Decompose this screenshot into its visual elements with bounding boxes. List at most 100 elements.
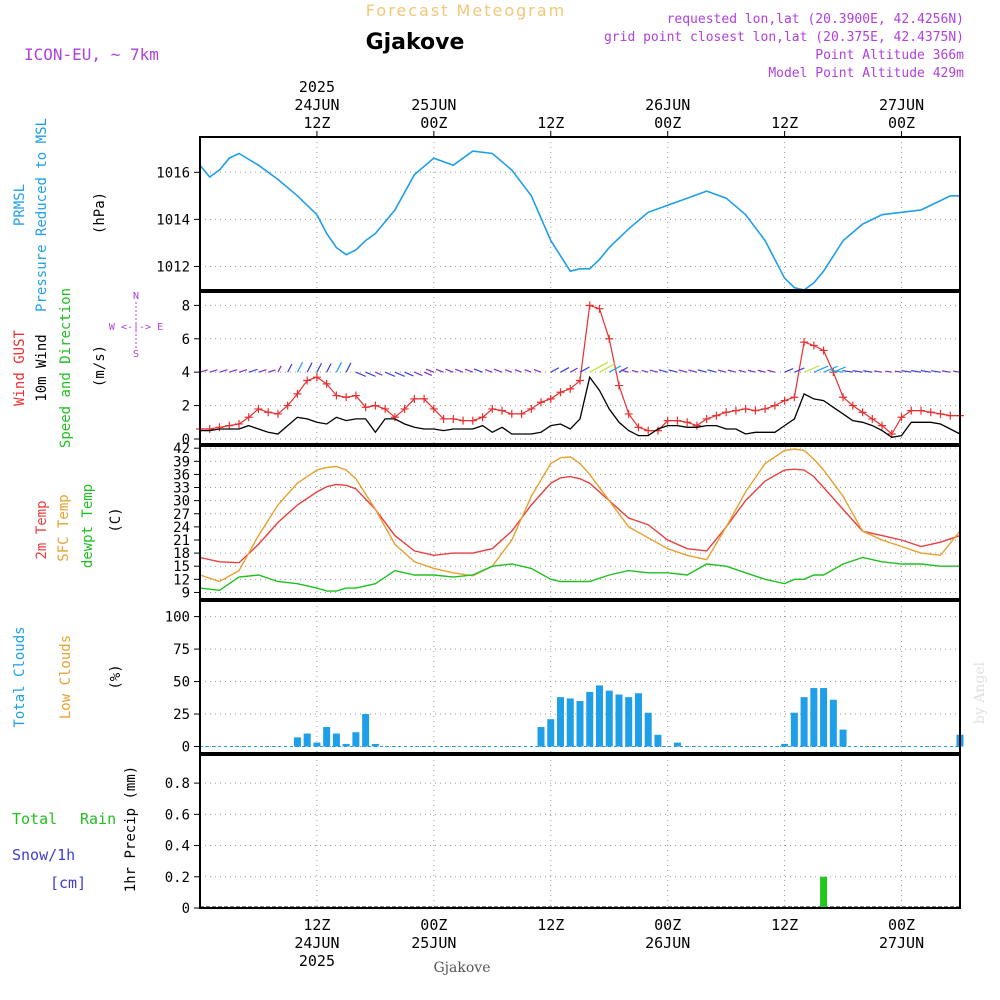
gust-point: [215, 423, 224, 432]
snow-label: Snow/1h: [12, 846, 75, 864]
gust-point: [488, 404, 497, 413]
wind-arrow: [493, 368, 503, 373]
wind-arrow: [697, 369, 707, 373]
gust-point: [722, 408, 731, 417]
wind-arrow: [620, 369, 629, 373]
gust-point: [225, 421, 234, 430]
gust-point: [205, 424, 214, 433]
wind-label: 10m Wind: [34, 334, 50, 401]
gust-point: [410, 394, 419, 403]
wind-ytick-label: 6: [182, 332, 190, 348]
wind-arrow: [599, 363, 616, 373]
wind-arrow: [678, 369, 688, 373]
wind-arrow: [394, 371, 406, 377]
gust-point: [342, 393, 351, 402]
bottom-time-label: 00Z: [420, 916, 447, 934]
gust-point: [605, 334, 614, 343]
pressure-label-a: PRMSL: [12, 184, 28, 226]
precip-ytick-label: 0.8: [165, 776, 190, 792]
wind-arrow: [345, 362, 352, 373]
wind-arrow: [831, 369, 844, 373]
wind-arrow: [852, 370, 863, 373]
gust-point: [556, 388, 565, 397]
wind-arrow: [296, 361, 304, 373]
gust-point: [527, 404, 536, 413]
wind-arrow: [894, 370, 902, 373]
gust-point: [829, 368, 838, 377]
gust-point: [614, 381, 623, 390]
wind-arrow: [727, 369, 737, 373]
wind-arrow: [738, 369, 746, 373]
wind-arrow: [641, 369, 649, 373]
wind-arrow: [784, 368, 794, 373]
precip-ytick-label: 0: [182, 901, 190, 917]
clouds-ytick-label: 25: [173, 707, 190, 723]
wind-arrow: [464, 368, 474, 373]
dewpt-label: dewpt Temp: [80, 484, 96, 568]
wind-arrow: [747, 369, 756, 373]
wind-arrow: [863, 370, 873, 373]
gust-point: [634, 423, 643, 432]
wind-arrow: [277, 365, 282, 373]
temperature-ytick-label: 12: [173, 572, 190, 588]
wind-arrow: [514, 369, 522, 373]
gust-point: [576, 376, 584, 385]
temperature-ytick-label: 36: [173, 467, 190, 483]
cloud-bar: [644, 712, 652, 747]
cloud-unit: (%): [108, 664, 124, 689]
model-altitude: Model Point Altitude 429m: [768, 66, 964, 81]
cloud-bar: [352, 732, 360, 747]
wind-arrow: [414, 371, 423, 377]
gust-point: [751, 406, 760, 415]
wind-arrow: [550, 367, 560, 373]
gust-point: [546, 394, 555, 403]
gust-point: [303, 376, 312, 385]
gust-point: [868, 414, 877, 423]
gust-line: [200, 304, 960, 435]
wind-arrow: [455, 368, 464, 373]
cloud-bar: [800, 697, 808, 747]
wind-arrow: [589, 361, 609, 373]
wind-arrow: [209, 369, 218, 373]
wind-ytick-label: 0: [182, 432, 190, 448]
cloud-bar: [313, 742, 321, 747]
gust-point: [566, 384, 575, 393]
gust-point: [420, 394, 429, 403]
wind-ytick-label: 4: [182, 365, 190, 381]
wind-arrow: [335, 361, 343, 373]
precip-frame: [199, 754, 961, 909]
temperature-frame: [199, 445, 961, 600]
wind-arrow: [668, 369, 678, 373]
wind-arrow: [268, 369, 276, 373]
pressure-frame: [199, 136, 961, 291]
wind-arrow: [533, 368, 542, 373]
wind-arrow: [813, 365, 829, 373]
gust-point: [468, 416, 477, 425]
gust-point: [761, 404, 770, 413]
cloud-bar: [303, 733, 311, 747]
wind-ytick-label: 8: [182, 298, 190, 314]
wind-arrow: [569, 367, 578, 373]
gust-point: [683, 418, 692, 427]
gust-point: [624, 409, 633, 418]
gust-point: [429, 404, 438, 413]
temperature-ytick-label: 27: [173, 507, 190, 523]
wind-arrow: [757, 369, 766, 373]
cloud-bar: [654, 734, 662, 747]
requested-coords: requested lon,lat (20.3900E, 42.4256N): [667, 12, 964, 27]
top-time-label: 12Z: [303, 114, 330, 132]
cloud-bar: [634, 693, 642, 747]
top-time-label: 24JUN: [294, 96, 339, 114]
gust-point: [644, 426, 653, 435]
gust-point: [936, 409, 945, 418]
cloud-bar: [820, 688, 828, 747]
wind-line: [200, 375, 961, 438]
precip-ytick-label: 0.4: [165, 839, 190, 855]
watermark: by Angel: [972, 661, 988, 724]
wind-arrow: [767, 369, 776, 373]
cloud-bar: [810, 688, 818, 747]
wind-arrow: [618, 366, 629, 373]
clouds-ytick-label: 100: [165, 610, 190, 626]
gust-point: [478, 413, 487, 422]
wind-arrow: [365, 371, 376, 377]
